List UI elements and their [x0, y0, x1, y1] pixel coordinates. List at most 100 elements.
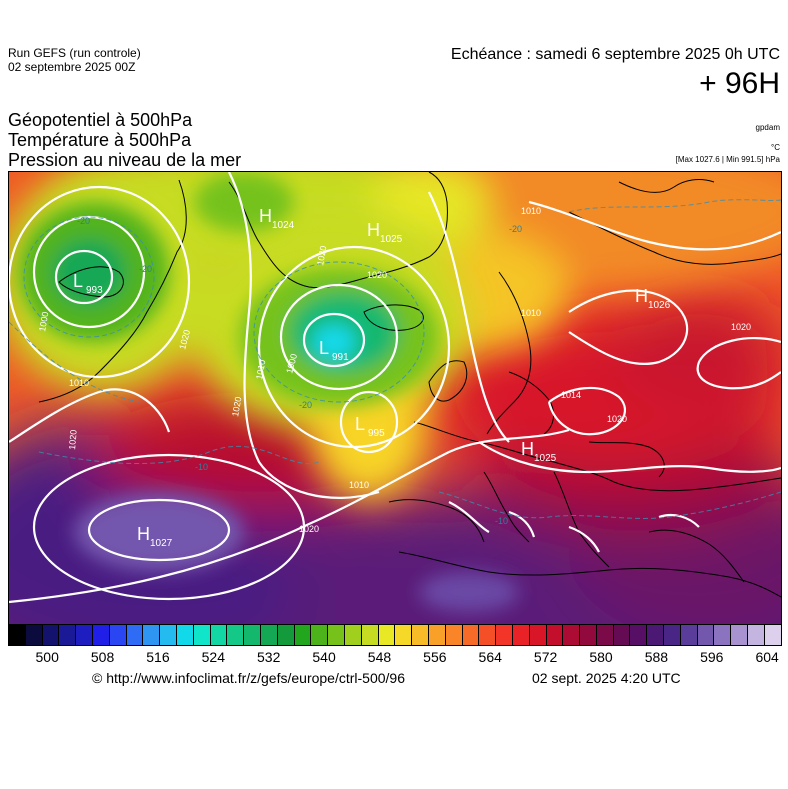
- colorbar-swatch: [563, 625, 581, 645]
- colorbar-swatch: [462, 625, 480, 645]
- colorbar-swatch: [596, 625, 614, 645]
- pressure-center-low-993: L 993: [73, 271, 103, 296]
- isobar-label: 1020: [731, 322, 751, 332]
- colorbar-swatch: [395, 625, 413, 645]
- colorbar-swatch: [92, 625, 110, 645]
- colorbar-swatch: [227, 625, 245, 645]
- isotherm-label: -10: [195, 462, 208, 472]
- unit-pressure-range: [Max 1027.6 | Min 991.5] hPa: [675, 155, 780, 164]
- pressure-center-type: H: [259, 206, 272, 226]
- colorbar-swatch: [294, 625, 312, 645]
- pressure-center-value: 1024: [272, 220, 295, 231]
- weather-map-canvas: L 993 H 1024 H 1025 L 991 L 995 H 1026: [9, 172, 781, 624]
- colorbar-tick-labels: 500 508 516 524 532 540 548 556 564 572 580 588 596 6…: [8, 648, 780, 666]
- run-title: Run GEFS (run controle): [8, 46, 141, 60]
- colorbar-swatch: [344, 625, 362, 645]
- colorbar-swatch: [546, 625, 564, 645]
- colorbar-swatch: [59, 625, 77, 645]
- layer-title-geopotential: Géopotentiel à 500hPa: [8, 110, 193, 130]
- colorbar-swatch: [529, 625, 547, 645]
- colorbar-swatch: [9, 625, 26, 645]
- colorbar-swatch: [126, 625, 144, 645]
- pressure-center-high-1026: H 1026: [635, 286, 671, 311]
- colorbar-swatch: [260, 625, 278, 645]
- colorbar-swatch: [76, 625, 93, 645]
- isobar-label: 1010: [521, 206, 541, 216]
- colorbar-swatch: [176, 625, 194, 645]
- pressure-center-value: 993: [86, 285, 103, 296]
- colorbar-swatch: [25, 625, 43, 645]
- isotherm-label: -10: [495, 516, 508, 526]
- isobar-label: 1020: [607, 414, 627, 424]
- isobar-label: 1020: [367, 270, 387, 280]
- colorbar-swatch: [244, 625, 261, 645]
- isobar-label: 1020: [230, 396, 243, 417]
- colorbar-swatch: [361, 625, 379, 645]
- run-date: 02 septembre 2025 00Z: [8, 60, 136, 74]
- colorbar-swatch: [496, 625, 513, 645]
- coastlines: [38, 172, 781, 598]
- forecast-valid-time: Echéance : samedi 6 septembre 2025 0h UT…: [450, 46, 780, 63]
- isobar-label: 1020: [67, 429, 79, 450]
- colorbar-swatch: [109, 625, 127, 645]
- isotherm-label: -20: [299, 400, 312, 410]
- pressure-center-value: 995: [368, 428, 385, 439]
- colorbar-swatch: [731, 625, 749, 645]
- colorbar-swatch: [630, 625, 648, 645]
- isobar-label: 1020: [315, 245, 328, 266]
- colorbar-tick-label: 580: [589, 649, 613, 665]
- colorbar-swatch: [748, 625, 765, 645]
- isobar-label: 1010: [254, 359, 267, 380]
- isobars: [9, 172, 781, 604]
- colorbar-swatch: [328, 625, 345, 645]
- pressure-centers: L 993 H 1024 H 1025 L 991 L 995 H 1026: [73, 206, 671, 549]
- colorbar-tick-label: 516: [146, 649, 170, 665]
- isotherm-label: -20: [509, 224, 522, 234]
- colorbar: [8, 624, 782, 646]
- pressure-center-value: 1026: [648, 300, 671, 311]
- colorbar-swatch: [445, 625, 463, 645]
- colorbar-tick-label: 532: [257, 649, 281, 665]
- isobar-label: 1020: [299, 524, 319, 534]
- pressure-center-type: H: [635, 286, 648, 306]
- colorbar-swatch: [764, 625, 781, 645]
- isobar-label: 1010: [69, 378, 89, 388]
- colorbar-tick-label: 540: [312, 649, 336, 665]
- colorbar-swatch: [697, 625, 715, 645]
- colorbar-tick-label: 548: [367, 649, 392, 665]
- colorbar-swatch: [680, 625, 698, 645]
- lead-time: + 96H: [699, 67, 780, 100]
- colorbar-swatch: [143, 625, 161, 645]
- pressure-center-value: 1025: [534, 453, 557, 464]
- layer-title-temperature: Température à 500hPa: [8, 130, 192, 150]
- colorbar-swatch: [193, 625, 211, 645]
- unit-geopotential: gpdam: [755, 123, 780, 132]
- colorbar-swatch: [580, 625, 597, 645]
- colorbar-swatch: [479, 625, 497, 645]
- colorbar-tick-label: 524: [201, 649, 225, 665]
- colorbar-tick-label: 572: [533, 649, 558, 665]
- copyright-link[interactable]: © http://www.infoclimat.fr/z/gefs/europe…: [92, 670, 406, 686]
- pressure-center-value: 1027: [150, 538, 173, 549]
- pressure-center-value: 1025: [380, 234, 403, 245]
- colorbar-swatch: [512, 625, 530, 645]
- colorbar-tick-label: 596: [700, 649, 724, 665]
- colorbar-tick-label: 564: [478, 649, 502, 665]
- isotherms: [9, 199, 781, 519]
- pressure-center-high-1025-central: H 1025: [521, 439, 557, 464]
- weather-map: L 993 H 1024 H 1025 L 991 L 995 H 1026: [8, 171, 782, 625]
- colorbar-tick-label: 508: [90, 649, 115, 665]
- isotherm-label: -20: [77, 216, 90, 226]
- colorbar-swatch: [311, 625, 329, 645]
- pressure-center-low-995: L 995: [355, 414, 385, 439]
- colorbar-swatch: [714, 625, 732, 645]
- colorbar-swatch: [42, 625, 60, 645]
- colorbar-swatch: [664, 625, 681, 645]
- isobar-label: 1010: [521, 308, 541, 318]
- colorbar-swatch: [412, 625, 429, 645]
- pressure-center-type: H: [521, 439, 534, 459]
- generated-timestamp: 02 sept. 2025 4:20 UTC: [532, 670, 681, 686]
- pressure-center-high-1024: H 1024: [259, 206, 295, 231]
- colorbar-swatch: [277, 625, 295, 645]
- colorbar-swatch: [428, 625, 446, 645]
